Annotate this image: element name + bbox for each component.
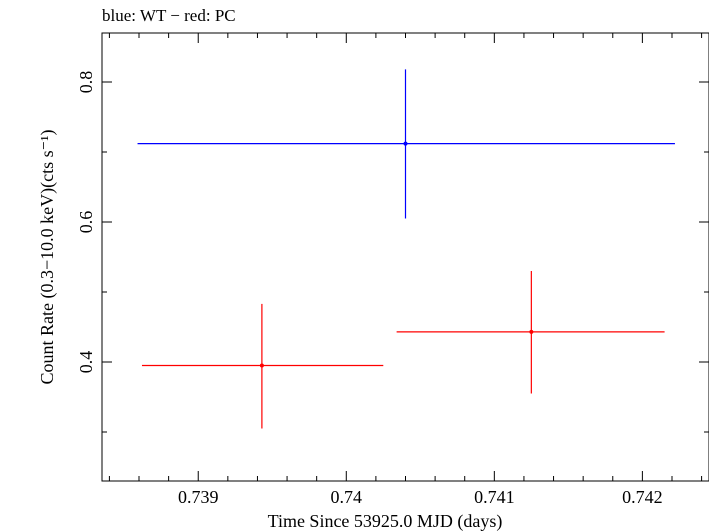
x-tick-label: 0.742 [622,487,663,507]
x-axis-tick-labels: 0.739 0.74 0.741 0.742 [178,487,663,507]
y-tick-label: 0.8 [76,71,96,94]
y-tick-label: 0.6 [76,211,96,234]
x-tick-label: 0.739 [178,487,219,507]
y-tick-label: 0.4 [76,351,96,374]
data-point [403,141,408,146]
chart-title: blue: WT − red: PC [102,6,236,25]
x-tick-label: 0.74 [331,487,363,507]
x-tick-label: 0.741 [474,487,515,507]
data-point [529,329,534,334]
y-axis-label: Count Rate (0.3−10.0 keV)(cts s⁻¹) [37,129,58,384]
data-point [259,363,264,368]
y-axis-tick-labels: 0.4 0.6 0.8 [76,71,96,374]
x-axis-ticks [108,33,703,481]
data-marks [137,69,675,429]
x-axis-label: Time Since 53925.0 MJD (days) [268,511,503,532]
y-axis-ticks [102,81,709,433]
